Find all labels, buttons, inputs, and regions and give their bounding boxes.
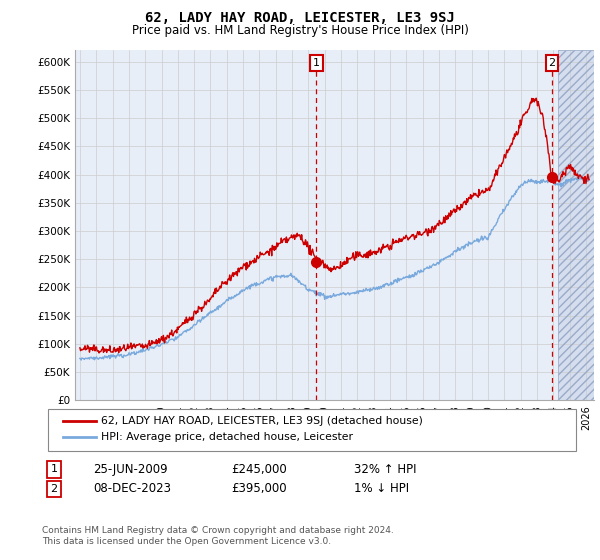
Bar xyxy=(558,50,594,400)
Text: 62, LADY HAY ROAD, LEICESTER, LE3 9SJ (detached house): 62, LADY HAY ROAD, LEICESTER, LE3 9SJ (d… xyxy=(101,416,422,426)
Text: 2: 2 xyxy=(548,58,556,68)
Text: Contains HM Land Registry data © Crown copyright and database right 2024.
This d: Contains HM Land Registry data © Crown c… xyxy=(42,526,394,546)
Text: 1: 1 xyxy=(313,58,320,68)
Text: £395,000: £395,000 xyxy=(231,482,287,496)
Text: 2: 2 xyxy=(50,484,58,494)
Text: 32% ↑ HPI: 32% ↑ HPI xyxy=(354,463,416,476)
Text: 1: 1 xyxy=(50,464,58,474)
Bar xyxy=(558,50,594,400)
Text: £245,000: £245,000 xyxy=(231,463,287,476)
Text: 62, LADY HAY ROAD, LEICESTER, LE3 9SJ: 62, LADY HAY ROAD, LEICESTER, LE3 9SJ xyxy=(145,11,455,25)
Text: 25-JUN-2009: 25-JUN-2009 xyxy=(93,463,167,476)
Text: 08-DEC-2023: 08-DEC-2023 xyxy=(93,482,171,496)
Text: 1% ↓ HPI: 1% ↓ HPI xyxy=(354,482,409,496)
Text: HPI: Average price, detached house, Leicester: HPI: Average price, detached house, Leic… xyxy=(101,432,353,442)
Text: Price paid vs. HM Land Registry's House Price Index (HPI): Price paid vs. HM Land Registry's House … xyxy=(131,24,469,36)
